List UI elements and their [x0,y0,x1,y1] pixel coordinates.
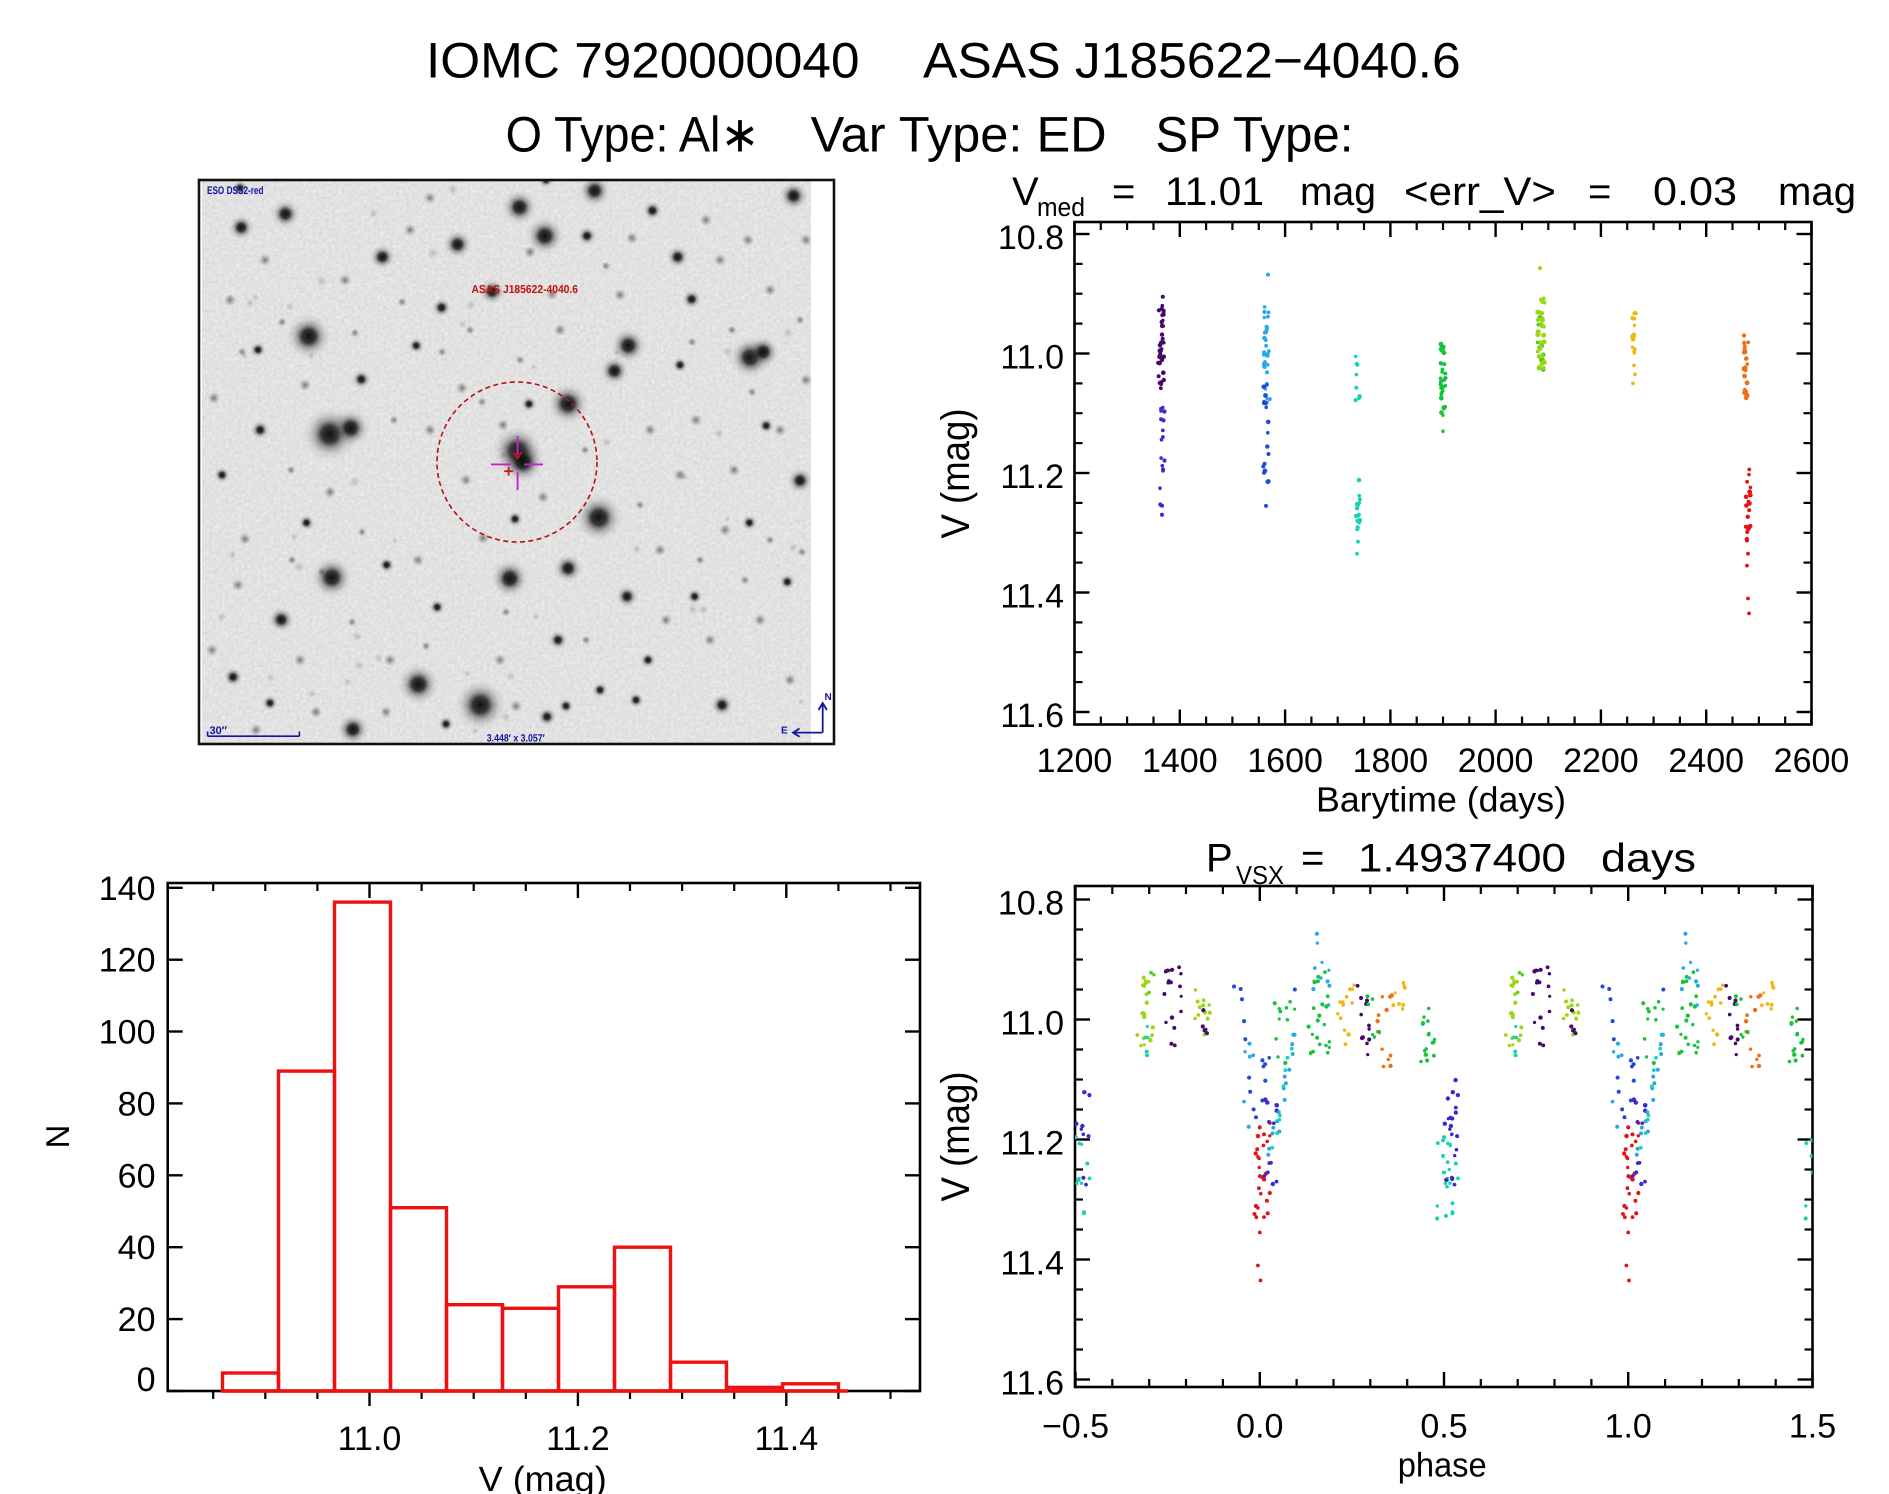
svg-text:11.4: 11.4 [754,1420,818,1458]
svg-text:ESO DSS2-red: ESO DSS2-red [207,185,264,197]
svg-text:1.4937400: 1.4937400 [1358,837,1566,881]
svg-text:1.0: 1.0 [1605,1408,1652,1446]
svg-text:11.01: 11.01 [1165,170,1264,214]
svg-text:V (mag): V (mag) [479,1460,607,1494]
svg-text:20: 20 [118,1301,156,1339]
svg-text:1600: 1600 [1247,742,1323,780]
svg-text:Barytime (days): Barytime (days) [1316,781,1566,820]
svg-text:2600: 2600 [1774,742,1850,780]
svg-text:N: N [825,692,832,703]
svg-text:11.4: 11.4 [1000,1245,1064,1283]
svg-text:ASAS J185622−4040.6: ASAS J185622−4040.6 [923,33,1461,89]
svg-text:11.2: 11.2 [546,1420,610,1458]
svg-text:ASAS J185622-4040.6: ASAS J185622-4040.6 [472,284,579,296]
svg-text:=: = [1112,170,1135,214]
svg-text:O Type: Al∗: O Type: Al∗ [506,107,760,163]
svg-text:1800: 1800 [1353,742,1429,780]
svg-text:11.2: 11.2 [1000,458,1064,496]
svg-text:=: = [1588,170,1611,214]
svg-text:V (mag): V (mag) [934,1072,978,1202]
svg-text:1.5: 1.5 [1789,1408,1836,1446]
svg-text:3.448′ x 3.057′: 3.448′ x 3.057′ [487,733,545,745]
svg-text:0.5: 0.5 [1420,1408,1467,1446]
svg-text:<err_V>: <err_V> [1404,170,1556,214]
svg-text:140: 140 [99,870,156,908]
svg-text:mag: mag [1778,170,1856,214]
svg-text:1400: 1400 [1142,742,1218,780]
svg-text:N: N [39,1125,76,1149]
svg-text:10.8: 10.8 [998,885,1064,923]
svg-text:E: E [781,726,788,737]
svg-text:V: V [1012,170,1039,214]
svg-text:120: 120 [99,942,156,980]
svg-text:40: 40 [118,1229,156,1267]
svg-text:Var Type: ED: Var Type: ED [811,107,1107,163]
svg-text:P: P [1206,837,1233,881]
svg-text:0.0: 0.0 [1236,1408,1283,1446]
svg-text:mag: mag [1300,170,1376,214]
svg-text:11.6: 11.6 [1000,697,1064,735]
svg-text:−0.5: −0.5 [1042,1408,1109,1446]
svg-text:VSX: VSX [1236,860,1284,890]
svg-text:11.2: 11.2 [1000,1125,1064,1163]
svg-text:2400: 2400 [1668,742,1744,780]
svg-text:med: med [1037,192,1085,222]
svg-text:IOMC 7920000040: IOMC 7920000040 [426,33,860,89]
svg-text:0.03: 0.03 [1653,170,1737,214]
svg-text:2000: 2000 [1458,742,1534,780]
svg-text:phase: phase [1398,1447,1487,1485]
svg-text:1200: 1200 [1037,742,1113,780]
svg-text:80: 80 [118,1085,156,1123]
svg-text:11.4: 11.4 [1000,578,1064,616]
svg-text:SP Type:: SP Type: [1155,107,1353,163]
svg-text:2200: 2200 [1563,742,1639,780]
svg-text:11.0: 11.0 [1000,339,1064,377]
svg-text:V (mag): V (mag) [934,409,978,539]
svg-text:30″: 30″ [210,725,228,737]
svg-text:60: 60 [118,1157,156,1195]
svg-text:=: = [1301,837,1324,881]
svg-text:11.0: 11.0 [338,1420,402,1458]
svg-text:0: 0 [137,1361,156,1399]
svg-text:11.6: 11.6 [1000,1365,1064,1403]
svg-text:days: days [1601,837,1696,881]
svg-text:10.8: 10.8 [998,219,1064,257]
svg-text:11.0: 11.0 [1000,1005,1064,1043]
svg-text:100: 100 [99,1014,156,1052]
